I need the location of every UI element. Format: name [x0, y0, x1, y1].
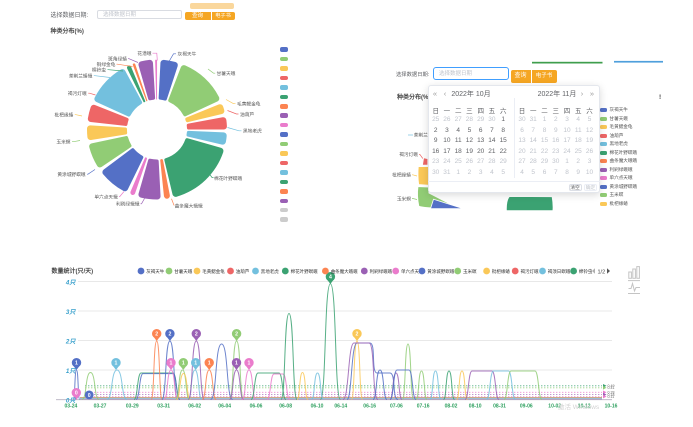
svg-text:4只: 4只 [65, 279, 76, 286]
svg-text:!: ! [659, 94, 661, 101]
svg-text:茶荆兰蝽蛾: 茶荆兰蝽蛾 [414, 132, 438, 139]
svg-text:褐污灯蛾: 褐污灯蛾 [68, 90, 87, 97]
svg-text:1只: 1只 [66, 368, 76, 375]
svg-text:玉米螟: 玉米螟 [397, 195, 411, 202]
svg-text:甘薯天蛾: 甘薯天蛾 [217, 70, 236, 77]
svg-text:08-10: 08-10 [469, 404, 482, 410]
svg-text:10-12: 10-12 [578, 404, 591, 410]
svg-text:1: 1 [235, 361, 238, 367]
svg-text:0.41: 0.41 [608, 386, 615, 390]
svg-text:2: 2 [168, 332, 171, 338]
svg-text:2: 2 [235, 332, 238, 338]
svg-text:1: 1 [170, 361, 173, 367]
svg-text:1: 1 [194, 361, 197, 367]
svg-text:棉铃虫: 棉铃虫 [579, 268, 593, 275]
svg-text:06-10: 06-10 [311, 404, 324, 410]
svg-text:斑角绿蝽: 斑角绿蝽 [108, 56, 127, 63]
svg-text:油葫芦: 油葫芦 [240, 111, 254, 118]
svg-text:棉花叶野螟蛾: 棉花叶野螟蛾 [214, 175, 242, 182]
svg-text:2: 2 [155, 332, 158, 338]
svg-text:0: 0 [88, 393, 91, 399]
svg-text:1: 1 [208, 361, 211, 367]
svg-text:黄涂城野螟蛾: 黄涂城野螟蛾 [57, 171, 85, 178]
svg-text:甘薯天蛾: 甘薯天蛾 [174, 268, 192, 275]
svg-text:10-02: 10-02 [548, 404, 561, 410]
svg-text:利刷绿蛾蛾: 利刷绿蛾蛾 [116, 201, 140, 208]
svg-text:花潜蛾: 花潜蛾 [137, 50, 151, 57]
svg-text:0.49: 0.49 [608, 384, 615, 388]
svg-text:06-14: 06-14 [334, 404, 347, 410]
svg-text:4: 4 [329, 275, 332, 281]
svg-text:06-16: 06-16 [363, 404, 376, 410]
svg-text:灰褐天牛: 灰褐天牛 [178, 51, 197, 58]
svg-text:1: 1 [248, 361, 251, 367]
svg-text:0只: 0只 [66, 397, 76, 404]
svg-text:3只: 3只 [66, 309, 76, 316]
svg-text:1: 1 [75, 361, 78, 367]
svg-text:09-06: 09-06 [520, 404, 533, 410]
svg-text:褐污灯蛾: 褐污灯蛾 [521, 268, 539, 275]
svg-text:铜绿金龟: 铜绿金龟 [97, 61, 116, 68]
svg-text:玉米螟: 玉米螟 [463, 268, 477, 275]
svg-text:棉铃虫: 棉铃虫 [92, 67, 106, 74]
svg-text:08-31: 08-31 [493, 404, 506, 410]
svg-text:10-16: 10-16 [605, 404, 618, 410]
svg-text:枇杷缘蝽: 枇杷缘蝽 [55, 112, 74, 119]
svg-text:单六点天蛾: 单六点天蛾 [94, 194, 118, 201]
svg-text:棉花叶野螟蛾: 棉花叶野螟蛾 [291, 268, 318, 275]
svg-text:黑地老虎: 黑地老虎 [243, 128, 262, 135]
svg-text:03-29: 03-29 [126, 404, 139, 410]
svg-text:0: 0 [75, 391, 78, 397]
svg-text:2: 2 [356, 332, 359, 338]
svg-text:单六点天蛾: 单六点天蛾 [401, 268, 424, 275]
svg-text:0.11: 0.11 [608, 395, 615, 399]
svg-text:灰褐天牛: 灰褐天牛 [146, 268, 164, 275]
svg-text:2: 2 [195, 332, 198, 338]
svg-text:07-16: 07-16 [417, 404, 430, 410]
svg-text:1/2: 1/2 [598, 269, 606, 275]
svg-text:玉米螟: 玉米螟 [56, 139, 70, 146]
svg-text:褐须日螟蛾: 褐须日螟蛾 [548, 268, 571, 275]
svg-text:曲条魔大蛾蛾: 曲条魔大蛾蛾 [331, 268, 358, 275]
svg-text:08-02: 08-02 [445, 404, 458, 410]
svg-text:0.28: 0.28 [608, 391, 615, 395]
svg-text:06-06: 06-06 [250, 404, 263, 410]
svg-text:褐污灯蛾: 褐污灯蛾 [399, 151, 418, 158]
svg-text:03-27: 03-27 [94, 404, 107, 410]
svg-text:毛黄鳃金龟: 毛黄鳃金龟 [202, 268, 225, 275]
svg-text:03-24: 03-24 [65, 404, 78, 410]
svg-text:06-08: 06-08 [279, 404, 292, 410]
svg-text:枇杷缘蝽: 枇杷缘蝽 [392, 172, 411, 179]
svg-text:07-06: 07-06 [390, 404, 403, 410]
svg-text:0.18: 0.18 [608, 393, 615, 397]
svg-text:06-02: 06-02 [188, 404, 201, 410]
svg-text:06-04: 06-04 [218, 404, 231, 410]
svg-text:茶荆兰蝽蛾: 茶荆兰蝽蛾 [69, 73, 93, 80]
svg-text:03-31: 03-31 [157, 404, 170, 410]
svg-text:1: 1 [182, 361, 185, 367]
svg-text:2只: 2只 [65, 338, 76, 345]
svg-text:枇杷缘蝽: 枇杷缘蝽 [492, 268, 510, 275]
svg-text:曲条魔大蛾蛾: 曲条魔大蛾蛾 [175, 203, 203, 210]
svg-text:黑地老虎: 黑地老虎 [261, 268, 279, 275]
svg-text:1: 1 [115, 361, 118, 367]
svg-text:利刷绿蛾蛾: 利刷绿蛾蛾 [370, 268, 393, 275]
svg-text:毛黄鳃金龟: 毛黄鳃金龟 [237, 101, 261, 108]
svg-text:黄涂城野螟蛾: 黄涂城野螟蛾 [427, 268, 454, 275]
svg-text:油葫芦: 油葫芦 [236, 268, 250, 275]
